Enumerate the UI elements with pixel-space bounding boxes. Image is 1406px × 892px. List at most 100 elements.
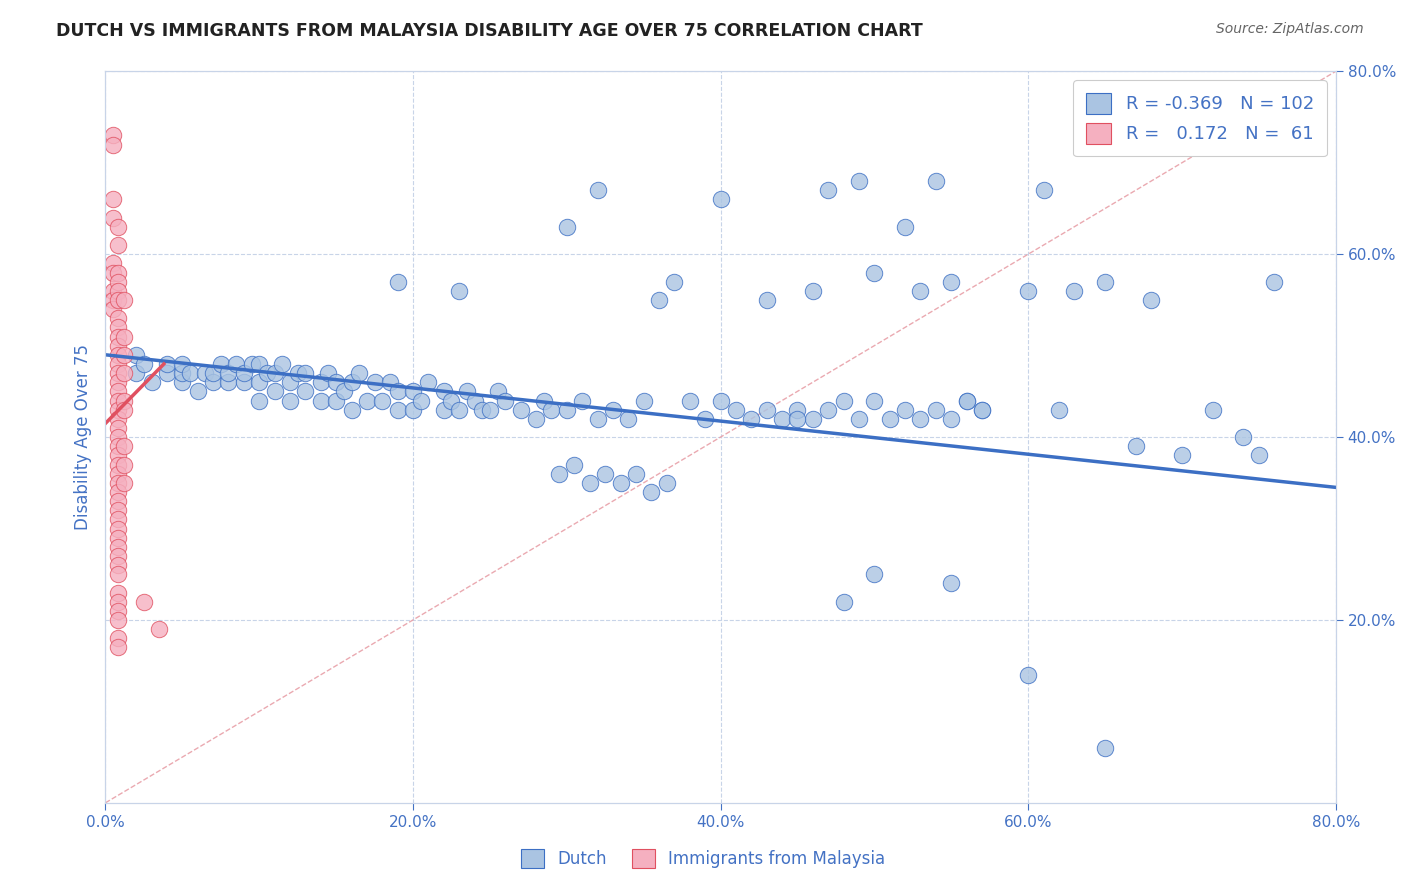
Point	[107, 632, 129, 646]
Point	[271, 357, 294, 371]
Point	[710, 393, 733, 408]
Point	[540, 402, 562, 417]
Legend: Dutch, Immigrants from Malaysia: Dutch, Immigrants from Malaysia	[513, 842, 893, 875]
Point	[786, 402, 808, 417]
Point	[449, 284, 471, 298]
Point	[848, 412, 870, 426]
Point	[464, 393, 486, 408]
Point	[378, 376, 401, 390]
Point	[1201, 402, 1223, 417]
Point	[287, 366, 309, 380]
Legend: R = -0.369   N = 102, R =   0.172   N =  61: R = -0.369 N = 102, R = 0.172 N = 61	[1073, 80, 1327, 156]
Point	[340, 402, 363, 417]
Point	[925, 402, 948, 417]
Point	[101, 192, 124, 206]
Point	[107, 284, 129, 298]
Point	[101, 137, 124, 152]
Text: Source: ZipAtlas.com: Source: ZipAtlas.com	[1216, 22, 1364, 37]
Point	[101, 293, 124, 307]
Point	[107, 494, 129, 508]
Point	[112, 402, 135, 417]
Point	[449, 402, 471, 417]
Point	[941, 576, 963, 591]
Point	[524, 412, 547, 426]
Point	[387, 402, 409, 417]
Point	[1263, 275, 1285, 289]
Point	[333, 384, 356, 399]
Point	[112, 293, 135, 307]
Point	[402, 384, 425, 399]
Point	[1171, 449, 1194, 463]
Point	[648, 293, 671, 307]
Point	[107, 293, 129, 307]
Point	[107, 266, 129, 280]
Point	[107, 384, 129, 399]
Point	[325, 393, 347, 408]
Point	[340, 376, 363, 390]
Point	[225, 357, 247, 371]
Point	[910, 284, 932, 298]
Point	[107, 585, 129, 599]
Point	[132, 357, 155, 371]
Point	[564, 458, 586, 472]
Point	[218, 376, 240, 390]
Point	[294, 384, 316, 399]
Point	[107, 467, 129, 481]
Point	[107, 238, 129, 252]
Point	[970, 402, 993, 417]
Point	[278, 376, 301, 390]
Point	[263, 366, 285, 380]
Point	[817, 183, 839, 197]
Point	[363, 376, 385, 390]
Point	[740, 412, 762, 426]
Point	[107, 329, 129, 343]
Point	[624, 467, 647, 481]
Point	[318, 366, 340, 380]
Point	[755, 402, 778, 417]
Point	[263, 384, 285, 399]
Point	[1063, 284, 1085, 298]
Point	[571, 393, 593, 408]
Text: DUTCH VS IMMIGRANTS FROM MALAYSIA DISABILITY AGE OVER 75 CORRELATION CHART: DUTCH VS IMMIGRANTS FROM MALAYSIA DISABI…	[56, 22, 922, 40]
Point	[218, 366, 240, 380]
Point	[107, 376, 129, 390]
Point	[107, 311, 129, 326]
Point	[107, 338, 129, 352]
Point	[232, 366, 254, 380]
Point	[112, 393, 135, 408]
Point	[107, 503, 129, 517]
Point	[156, 357, 179, 371]
Point	[107, 604, 129, 618]
Point	[107, 540, 129, 554]
Point	[356, 393, 378, 408]
Point	[586, 412, 609, 426]
Point	[202, 366, 225, 380]
Point	[609, 475, 631, 490]
Point	[107, 640, 129, 655]
Point	[879, 412, 901, 426]
Point	[107, 531, 129, 545]
Point	[486, 384, 509, 399]
Point	[371, 393, 394, 408]
Point	[602, 402, 624, 417]
Point	[112, 329, 135, 343]
Point	[1125, 439, 1147, 453]
Point	[309, 376, 332, 390]
Point	[112, 366, 135, 380]
Point	[107, 594, 129, 608]
Point	[956, 393, 979, 408]
Point	[232, 376, 254, 390]
Point	[107, 449, 129, 463]
Point	[107, 366, 129, 380]
Point	[664, 275, 686, 289]
Point	[433, 402, 456, 417]
Point	[179, 366, 201, 380]
Point	[418, 376, 440, 390]
Point	[970, 402, 993, 417]
Point	[112, 348, 135, 362]
Point	[832, 393, 855, 408]
Point	[278, 393, 301, 408]
Point	[101, 128, 124, 143]
Point	[910, 412, 932, 426]
Point	[786, 412, 808, 426]
